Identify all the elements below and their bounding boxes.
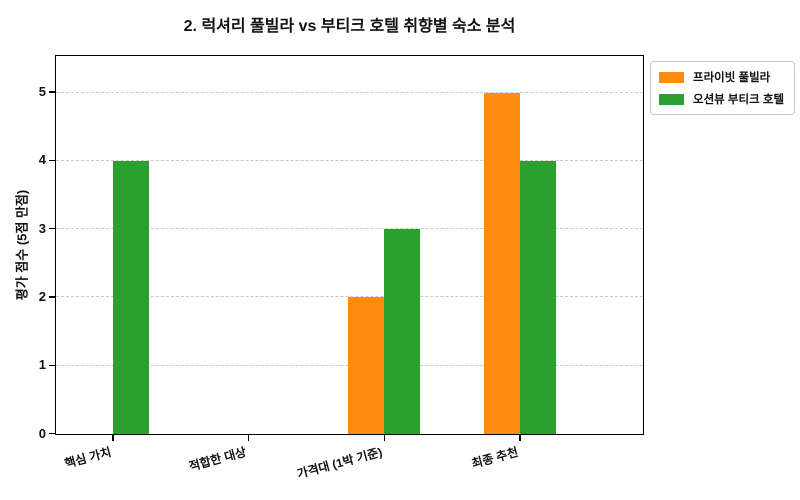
bar-s1-c0: [112, 160, 149, 434]
bar-s0-c2: [347, 297, 384, 434]
x-tick-label-1: 적합한 대상: [187, 444, 248, 474]
plot-area: [55, 55, 644, 435]
gridline-3: [56, 228, 643, 230]
gridline-5: [56, 91, 643, 93]
y-tick-mark-3: [49, 227, 55, 230]
y-tick-mark-2: [49, 296, 55, 298]
y-tick-label-1: 1: [38, 357, 46, 373]
y-tick-label-0: 0: [38, 425, 46, 441]
x-tick-mark-0: [112, 435, 114, 441]
y-tick-label-2: 2: [38, 288, 46, 304]
legend-label-1: 오션뷰 부티크 호텔: [693, 94, 785, 106]
y-tick-mark-1: [49, 364, 55, 366]
legend-swatch-0: [659, 71, 684, 83]
bar-s0-c3: [483, 92, 520, 434]
x-tick-mark-1: [248, 435, 250, 441]
y-tick-mark-0: [49, 432, 55, 435]
bar-s1-c3: [519, 160, 556, 434]
y-tick-mark-5: [49, 91, 55, 93]
legend-item-1: 오션뷰 부티크 호텔: [659, 91, 784, 107]
y-tick-mark-4: [49, 159, 55, 161]
legend-label-0: 프라이빗 풀빌라: [693, 72, 771, 84]
x-tick-label-2: 가격대 (1박 기준): [295, 444, 384, 482]
y-tick-label-3: 3: [38, 220, 46, 236]
gridline-4: [56, 159, 643, 161]
legend-item-0: 프라이빗 풀빌라: [659, 69, 784, 85]
x-tick-label-3: 최종 추천: [469, 444, 520, 471]
y-axis-label: 평가 점수 (5점 만점): [14, 189, 30, 301]
legend-swatch-1: [659, 93, 684, 105]
y-tick-label-5: 5: [38, 84, 46, 99]
y-tick-label-4: 4: [38, 152, 46, 168]
gridline-2: [56, 296, 643, 298]
x-tick-label-0: 핵심 가치: [62, 444, 113, 471]
x-tick-mark-3: [519, 435, 521, 441]
x-tick-mark-2: [383, 435, 385, 441]
bar-s1-c2: [383, 229, 420, 434]
chart-title: 2. 럭셔리 풀빌라 vs 부티크 호텔 취향별 숙소 분석: [183, 18, 516, 35]
